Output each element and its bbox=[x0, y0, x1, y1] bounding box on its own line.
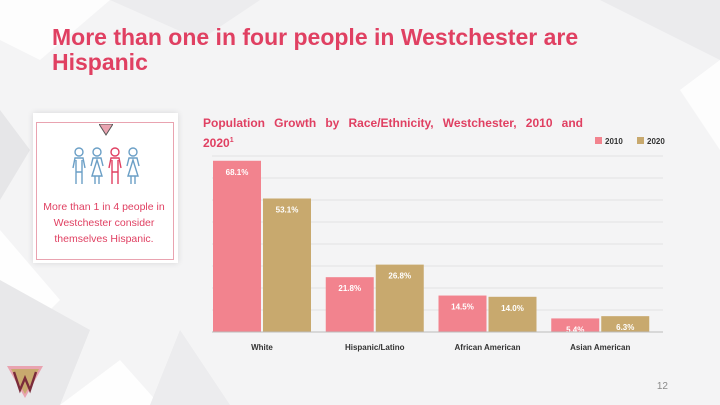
data-label: 68.1% bbox=[226, 168, 249, 177]
chart-title: Population Growth by Race/Ethnicity, Wes… bbox=[203, 114, 583, 152]
page-number: 12 bbox=[656, 381, 668, 392]
slide-title: More than one in four people in Westches… bbox=[52, 24, 579, 75]
legend-label: 2010 bbox=[605, 137, 623, 146]
data-label: 5.4% bbox=[566, 325, 584, 334]
triangle-marker-icon bbox=[99, 124, 113, 136]
legend-swatch bbox=[637, 137, 644, 144]
bar-2010 bbox=[551, 318, 600, 332]
brand-logo-icon bbox=[7, 366, 43, 398]
callout-border bbox=[36, 122, 174, 260]
data-label: 21.8% bbox=[338, 284, 361, 293]
callout-text: More than 1 in 4 people in Westchester c… bbox=[43, 201, 165, 245]
category-label: Asian American bbox=[570, 343, 630, 352]
data-label: 53.1% bbox=[276, 205, 299, 214]
bar-2020 bbox=[488, 296, 537, 332]
bar-2020 bbox=[263, 198, 311, 332]
chart-title-text: Population Growth by Race/Ethnicity, Wes… bbox=[203, 116, 583, 150]
legend-label: 2020 bbox=[647, 137, 665, 146]
data-label: 14.0% bbox=[501, 304, 524, 313]
data-label: 6.3% bbox=[616, 323, 634, 332]
category-label: African American bbox=[455, 343, 521, 352]
category-label: Hispanic/Latino bbox=[345, 343, 405, 352]
callout-card: More than 1 in 4 people in Westchester c… bbox=[33, 113, 178, 263]
legend-swatch bbox=[595, 137, 602, 144]
bar-2020 bbox=[601, 316, 650, 332]
bar-2010 bbox=[325, 277, 374, 332]
bar-2020 bbox=[375, 264, 424, 332]
bar-chart: 68.1% 53.1% White 21.8% 26.8% Hispanic/Latino… bbox=[212, 137, 665, 352]
bar-2010 bbox=[213, 160, 261, 332]
data-label: 26.8% bbox=[388, 272, 411, 281]
bar-2010 bbox=[438, 295, 487, 332]
people-icon bbox=[72, 147, 140, 184]
chart-title-footnote: 1 bbox=[229, 137, 234, 144]
data-label: 14.5% bbox=[451, 303, 474, 312]
category-label: White bbox=[251, 343, 273, 352]
